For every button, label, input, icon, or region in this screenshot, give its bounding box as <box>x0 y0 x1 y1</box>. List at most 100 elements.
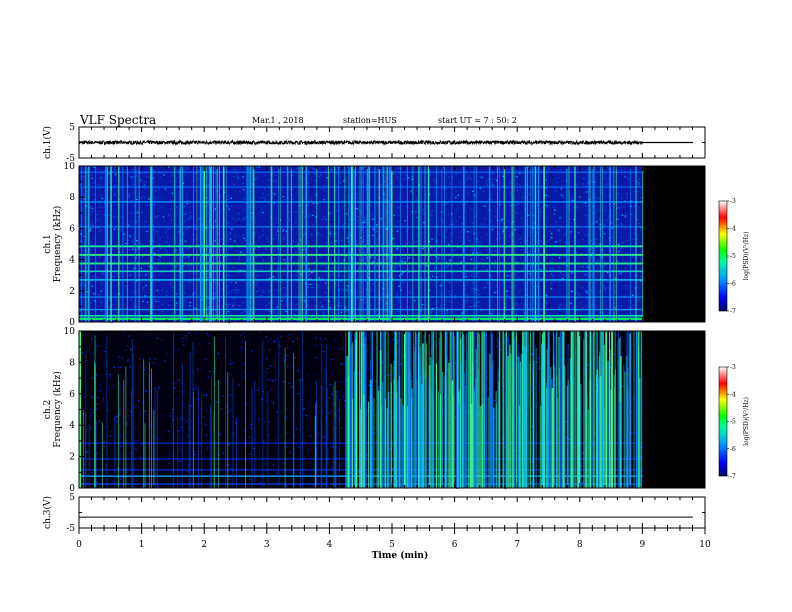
spectral-noise <box>344 400 346 402</box>
spectral-noise <box>231 394 233 396</box>
sferic-streak <box>338 166 340 322</box>
spectral-noise <box>376 259 379 261</box>
spectral-noise <box>539 284 541 286</box>
spectral-noise <box>281 471 284 473</box>
spectral-noise <box>263 484 266 486</box>
spectral-noise <box>372 407 375 409</box>
spectral-noise <box>368 406 370 409</box>
spectral-noise <box>476 252 479 254</box>
spectral-noise <box>207 376 210 378</box>
spectral-noise <box>380 261 382 263</box>
spectral-noise <box>108 192 111 194</box>
spectral-noise <box>177 404 180 406</box>
spectral-noise <box>233 175 235 177</box>
spectral-noise <box>397 311 400 313</box>
spectral-noise <box>384 188 386 190</box>
spectral-noise <box>608 228 610 230</box>
sferic-streak <box>421 383 423 488</box>
spectral-noise <box>604 309 606 311</box>
spectral-noise <box>220 265 222 268</box>
spectral-noise <box>156 216 158 218</box>
spectral-noise <box>214 220 216 222</box>
spectral-noise <box>328 423 330 425</box>
spectral-noise <box>589 311 592 313</box>
spectral-noise <box>140 179 142 181</box>
spectral-noise <box>531 344 533 346</box>
spectral-noise <box>321 181 324 184</box>
spectral-noise <box>545 217 548 219</box>
y-tick-label: 4 <box>69 256 75 266</box>
spectral-noise <box>546 303 548 305</box>
spectral-noise <box>100 334 102 336</box>
spectral-noise <box>282 229 285 231</box>
spectral-noise <box>287 347 289 349</box>
spectral-noise <box>153 311 155 313</box>
spectral-noise <box>85 272 87 274</box>
spectral-noise <box>299 240 302 242</box>
spectral-noise <box>114 194 116 196</box>
spectral-noise <box>537 402 539 404</box>
spectral-noise <box>466 236 469 238</box>
spectral-noise <box>275 234 277 236</box>
spectral-noise <box>131 248 134 250</box>
spectral-noise <box>309 473 312 475</box>
sferic-streak <box>530 331 531 488</box>
spectral-noise <box>152 177 154 179</box>
sferic-streak <box>390 166 392 322</box>
spectral-noise <box>227 222 230 224</box>
spectral-noise <box>406 306 408 308</box>
spectral-noise <box>368 384 370 387</box>
spectral-noise <box>568 438 570 440</box>
sferic-streak <box>106 335 108 488</box>
spectral-noise <box>195 228 197 231</box>
spectral-noise <box>603 266 606 268</box>
spectral-noise <box>177 188 180 190</box>
spectral-noise <box>248 277 250 280</box>
spectral-noise <box>108 391 111 393</box>
sferic-streak <box>576 331 578 488</box>
spectral-noise <box>193 224 195 226</box>
spectral-noise <box>321 305 324 308</box>
spectral-noise <box>576 183 579 185</box>
spectral-noise <box>465 272 467 275</box>
spectral-noise <box>532 253 534 255</box>
spectral-noise <box>264 198 267 200</box>
sferic-streak <box>593 166 595 322</box>
sferic-streak <box>513 331 515 488</box>
spectral-noise <box>405 243 407 245</box>
spectral-noise <box>312 202 315 204</box>
spectral-noise <box>227 292 230 294</box>
spectral-noise <box>492 178 494 180</box>
spectral-noise <box>251 258 254 260</box>
sferic-streak <box>444 331 447 488</box>
spectral-noise <box>264 188 266 190</box>
spectral-noise <box>452 272 454 274</box>
spectral-noise <box>598 218 601 220</box>
spectral-noise <box>569 197 571 199</box>
spectral-noise <box>477 301 480 303</box>
spectral-noise <box>107 292 110 294</box>
spectral-noise <box>127 224 130 226</box>
spectral-noise <box>442 204 444 206</box>
spectral-noise <box>288 217 291 220</box>
spectral-noise <box>637 183 639 185</box>
sferic-streak <box>86 166 88 322</box>
spectral-noise <box>394 227 397 229</box>
spectral-noise <box>228 443 231 445</box>
spectral-noise <box>268 290 270 292</box>
sferic-streak <box>248 166 250 322</box>
spectral-noise <box>89 415 91 417</box>
spectral-noise <box>283 360 286 362</box>
spectral-noise <box>630 344 633 346</box>
spectral-noise <box>179 460 181 462</box>
spectral-noise <box>599 257 602 259</box>
spectral-noise <box>313 185 315 187</box>
spectral-noise <box>361 316 364 318</box>
spectral-noise <box>235 219 237 221</box>
spectral-noise <box>340 333 342 335</box>
sferic-streak <box>562 331 564 488</box>
sferic-streak <box>110 166 112 322</box>
spectral-noise <box>299 230 301 233</box>
sferic-streak <box>499 331 501 488</box>
spectral-noise <box>408 185 411 187</box>
